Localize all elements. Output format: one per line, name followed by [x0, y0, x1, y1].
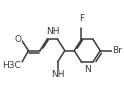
Text: NH: NH — [46, 27, 60, 36]
Text: F: F — [79, 14, 84, 23]
Text: O: O — [14, 35, 21, 44]
Text: Br: Br — [112, 46, 122, 55]
Text: NH: NH — [51, 70, 65, 79]
Text: N: N — [84, 65, 91, 74]
Text: H3C: H3C — [2, 61, 21, 70]
